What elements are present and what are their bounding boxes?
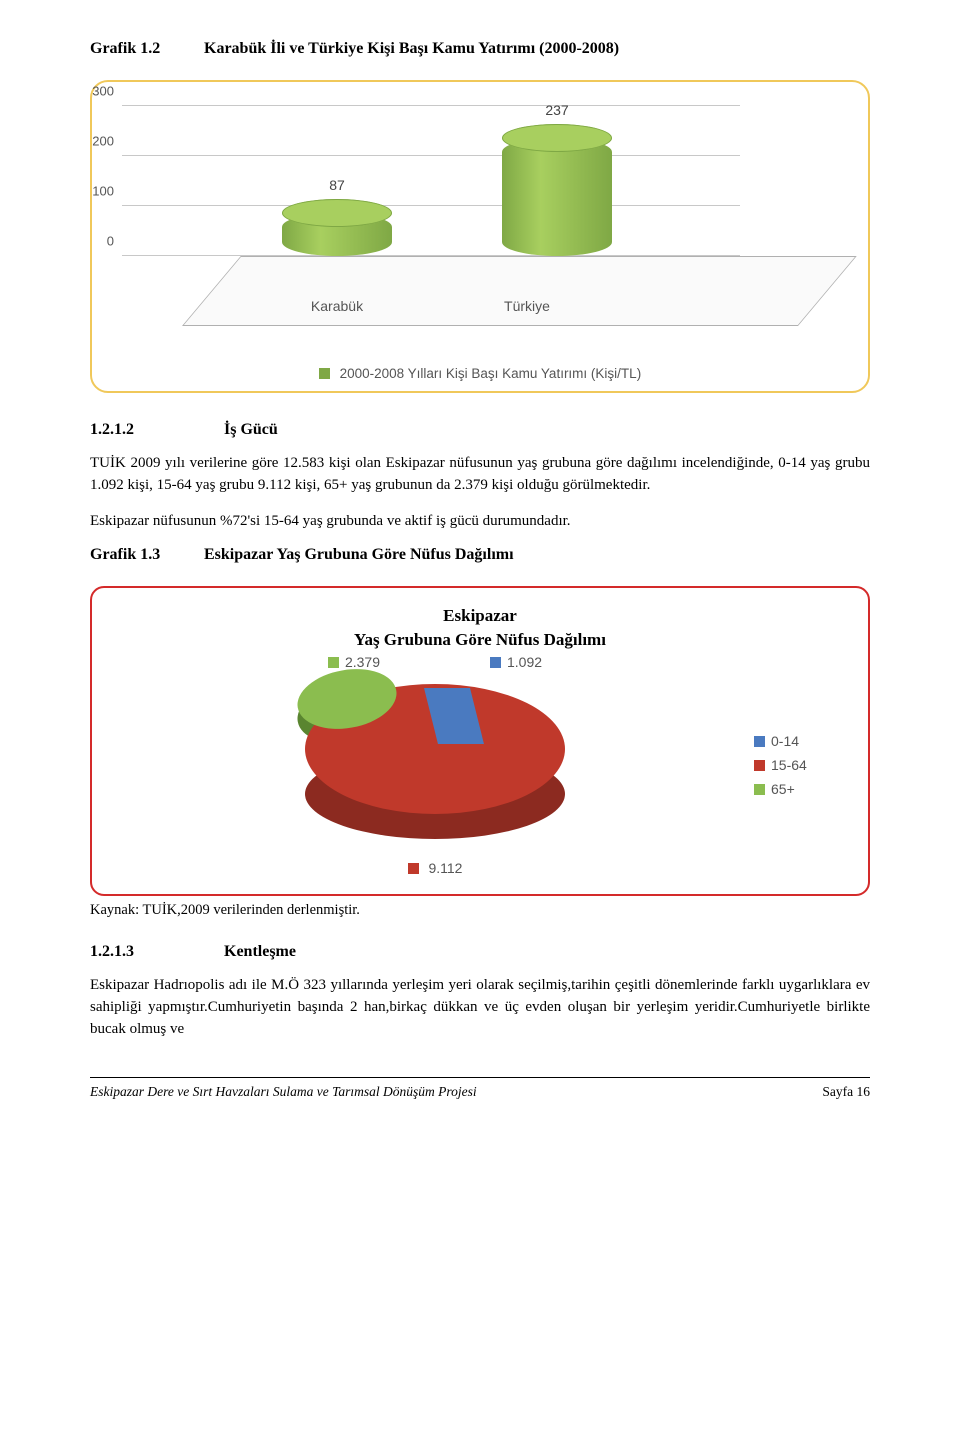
legend-swatch-2 bbox=[754, 784, 765, 795]
bar-value-label-1: 237 bbox=[502, 102, 612, 118]
legend-swatch-1 bbox=[754, 760, 765, 771]
legend-text: 2000-2008 Yılları Kişi Başı Kamu Yatırım… bbox=[340, 366, 642, 381]
section-2-text: Kentleşme bbox=[224, 943, 296, 960]
bar-value-label-0: 87 bbox=[282, 177, 392, 193]
legend-label-0: 0-14 bbox=[771, 733, 799, 749]
pie-chart-area: 2.379 1.092 9.112 bbox=[116, 654, 754, 876]
footer-right: Sayfa 16 bbox=[822, 1084, 870, 1100]
section-kentlesme-title: 1.2.1.3 Kentleşme bbox=[90, 943, 870, 961]
bar-chart-area: 0100200300 87 237 Karabük Türkiye bbox=[182, 106, 798, 326]
section-1-num: 1.2.1.2 bbox=[90, 421, 220, 439]
section-1-text: İş Gücü bbox=[224, 421, 278, 438]
legend-swatch bbox=[319, 368, 330, 379]
pie-legend: 0-14 15-64 65+ bbox=[754, 725, 844, 805]
figure-1-title: Grafik 1.2 Karabük İli ve Türkiye Kişi B… bbox=[90, 40, 870, 58]
x-category-0: Karabük bbox=[267, 298, 407, 314]
pie-chart-frame: Eskipazar Yaş Grubuna Göre Nüfus Dağılım… bbox=[90, 586, 870, 896]
pie-chart-title-line2: Yaş Grubuna Göre Nüfus Dağılımı bbox=[116, 630, 844, 650]
figure-1-caption: Karabük İli ve Türkiye Kişi Başı Kamu Ya… bbox=[204, 40, 619, 57]
figure-2-caption: Eskipazar Yaş Grubuna Göre Nüfus Dağılım… bbox=[204, 546, 514, 563]
x-category-1: Türkiye bbox=[457, 298, 597, 314]
figure-2-title: Grafik 1.3 Eskipazar Yaş Grubuna Göre Nü… bbox=[90, 546, 870, 564]
pie-slice-0-14 bbox=[424, 688, 484, 744]
bar-chart-legend: 2000-2008 Yılları Kişi Başı Kamu Yatırım… bbox=[122, 366, 838, 381]
paragraph-1: TUİK 2009 yılı verilerine göre 12.583 ki… bbox=[90, 453, 870, 497]
bar-chart-back-wall: 0100200300 bbox=[122, 106, 740, 256]
legend-swatch-65plus bbox=[328, 657, 339, 668]
section-2-num: 1.2.1.3 bbox=[90, 943, 220, 961]
bar-karabuk: 87 bbox=[282, 213, 392, 257]
footer-left: Eskipazar Dere ve Sırt Havzaları Sulama … bbox=[90, 1084, 477, 1100]
pie-bottom-label: 9.112 bbox=[428, 860, 462, 876]
legend-label-2: 65+ bbox=[771, 781, 795, 797]
bar-turkiye: 237 bbox=[502, 138, 612, 257]
pie-side-label-right: 1.092 bbox=[507, 654, 542, 670]
section-is-gucu-title: 1.2.1.2 İş Gücü bbox=[90, 421, 870, 439]
figure-1-num: Grafik 1.2 bbox=[90, 40, 200, 58]
pie-side-label-left: 2.379 bbox=[345, 654, 380, 670]
legend-swatch-0 bbox=[754, 736, 765, 747]
legend-label-1: 15-64 bbox=[771, 757, 807, 773]
paragraph-2: Eskipazar nüfusunun %72'si 15-64 yaş gru… bbox=[90, 511, 870, 533]
page-footer: Eskipazar Dere ve Sırt Havzaları Sulama … bbox=[90, 1077, 870, 1100]
legend-swatch-15-64 bbox=[408, 863, 419, 874]
bar-chart-frame: 0100200300 87 237 Karabük Türkiye 2000-2… bbox=[90, 80, 870, 393]
source-note: Kaynak: TUİK,2009 verilerinden derlenmiş… bbox=[90, 902, 870, 919]
bar-chart-floor bbox=[182, 256, 857, 326]
figure-2-num: Grafik 1.3 bbox=[90, 546, 200, 564]
legend-swatch-0-14 bbox=[490, 657, 501, 668]
pie-chart-title-line1: Eskipazar bbox=[116, 606, 844, 626]
paragraph-3: Eskipazar Hadrıopolis adı ile M.Ö 323 yı… bbox=[90, 975, 870, 1040]
